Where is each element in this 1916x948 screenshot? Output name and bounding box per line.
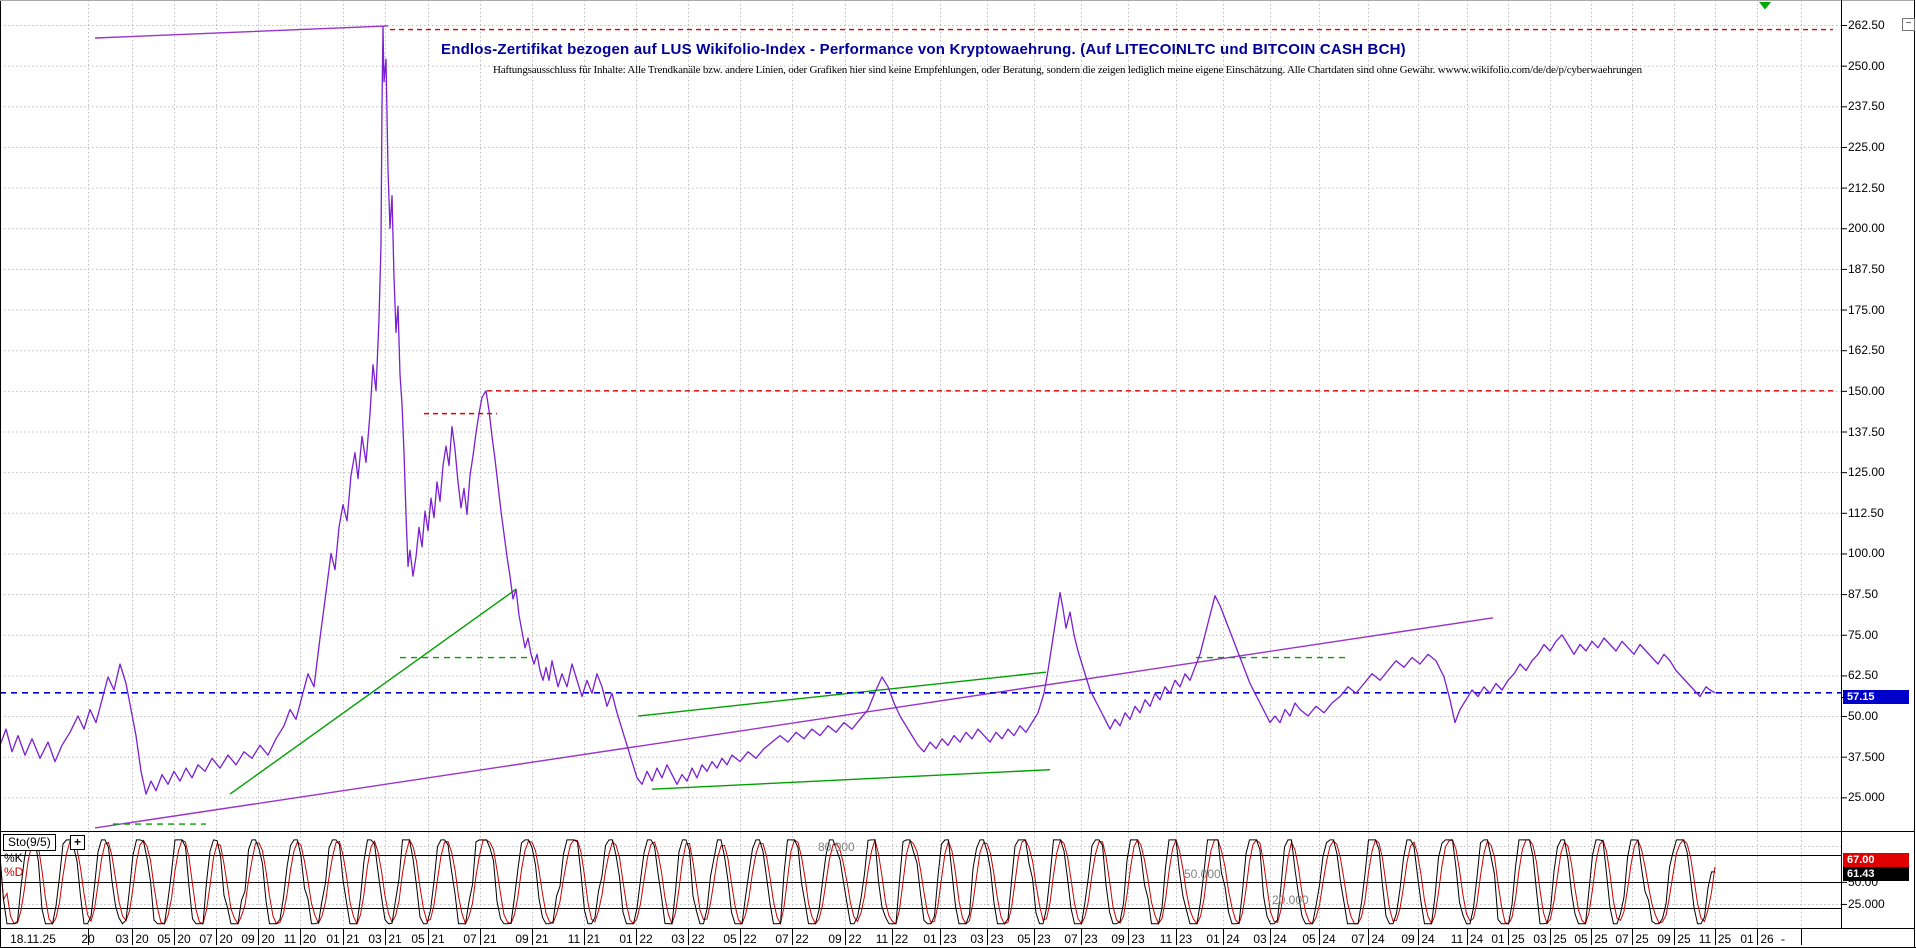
x-tick-label: 05 24 <box>1302 932 1336 946</box>
x-tick-label: 09 24 <box>1401 932 1435 946</box>
y-tick-label: 37.500 <box>1848 749 1885 764</box>
y-tick-label: 75.00 <box>1848 627 1879 642</box>
x-tick-label: 03 23 <box>970 932 1004 946</box>
sto-level-label: 80.000 <box>818 840 855 855</box>
y-tick-label: 262.50 <box>1848 18 1885 32</box>
x-tick-label: 07 25 <box>1615 932 1649 946</box>
x-tick-label: 09 21 <box>515 932 549 946</box>
y-tick-label: 137.50 <box>1848 424 1885 439</box>
sto-k-line <box>0 839 1716 925</box>
y-tick-label: 250.00 <box>1848 58 1885 73</box>
x-tick-label: 09 22 <box>828 932 862 946</box>
x-tick-label: 11 20 <box>283 932 317 946</box>
support-trendline-long <box>94 617 1494 829</box>
y-tick-label: 112.50 <box>1848 505 1884 520</box>
support-line-2020-2021 <box>229 588 517 795</box>
y-tick-label: 87.50 <box>1848 587 1879 602</box>
sto-level-label: 20.000 <box>1272 893 1309 908</box>
x-tick-label: - <box>1781 932 1785 946</box>
y-tick-label: 25.000 <box>1848 790 1885 805</box>
collapse-axis-button[interactable]: − <box>1902 18 1915 31</box>
x-tick-label: 01 23 <box>923 932 957 946</box>
y-tick-label: 50.00 <box>1848 709 1879 724</box>
sto-d-value-tag: 67.00 <box>1843 853 1909 867</box>
x-tick-label: 05 22 <box>723 932 757 946</box>
x-tick-label: 07 23 <box>1064 932 1098 946</box>
x-tick-label: 01 22 <box>619 932 653 946</box>
triangle-down-marker <box>1759 2 1771 10</box>
y-tick-label: 100.00 <box>1848 546 1885 561</box>
x-tick-label: 05 23 <box>1017 932 1051 946</box>
y-tick-label: 162.50 <box>1848 343 1885 358</box>
x-tick-label: 03 20 <box>115 932 149 946</box>
y-tick-label: 187.50 <box>1848 261 1885 276</box>
resistance-trendline-top <box>94 25 389 39</box>
k-line-label: %K <box>4 851 23 865</box>
x-tick-label: 11 23 <box>1159 932 1193 946</box>
sto-d-line <box>0 838 1716 926</box>
x-tick-label: 09 20 <box>241 932 275 946</box>
x-tick-label: 01 21 <box>326 932 360 946</box>
sto-k-value-tag: 61.43 <box>1843 867 1909 881</box>
sto-level-label: 50.000 <box>1184 866 1221 881</box>
sto-axis-label: 25.000 <box>1848 896 1885 911</box>
x-tick-label: 09 23 <box>1111 932 1145 946</box>
support-line-2022-2024-low <box>651 769 1051 790</box>
current-price-tag: 57.15 <box>1843 690 1909 704</box>
x-tick-label: 05 25 <box>1574 932 1608 946</box>
x-tick-label: 11 24 <box>1450 932 1484 946</box>
chart-disclaimer: Haftungsausschluss für Inhalte: Alle Tre… <box>493 64 1642 76</box>
x-tick-label: 01 24 <box>1206 932 1240 946</box>
x-tick-label: 07 24 <box>1351 932 1385 946</box>
x-tick-label: 03 22 <box>671 932 705 946</box>
indicator-expand-button[interactable]: + <box>70 835 85 850</box>
x-tick-label: 09 25 <box>1657 932 1691 946</box>
x-tick-label: 01 26 <box>1740 932 1774 946</box>
d-line-label: %D <box>4 865 24 879</box>
x-tick-label: 07 22 <box>775 932 809 946</box>
y-tick-label: 200.00 <box>1848 221 1885 236</box>
indicator-label[interactable]: Sto(9/5) <box>3 834 56 851</box>
x-tick-label: 11 25 <box>1698 932 1732 946</box>
y-tick-label: 237.50 <box>1848 99 1885 114</box>
y-tick-label: 62.50 <box>1848 668 1879 683</box>
trend-line-2022-2024-mid <box>637 671 1047 717</box>
y-tick-label: 150.00 <box>1848 383 1885 398</box>
y-tick-label: 125.00 <box>1848 465 1885 480</box>
x-tick-label: 01 25 <box>1491 932 1525 946</box>
x-tick-label: 05 20 <box>157 932 191 946</box>
x-tick-label: 05 21 <box>411 932 445 946</box>
x-tick-label: 11 22 <box>875 932 909 946</box>
price-series-line <box>0 25 1716 795</box>
y-tick-label: 212.50 <box>1848 180 1885 195</box>
chart-title: Endlos-Zertifikat bezogen auf LUS Wikifo… <box>441 41 1406 58</box>
x-tick-label: 07 21 <box>463 932 497 946</box>
x-tick-label: 07 20 <box>199 932 233 946</box>
x-tick-label: 03 24 <box>1253 932 1287 946</box>
x-tick-label: 03 25 <box>1533 932 1567 946</box>
x-tick-label: 03 21 <box>368 932 402 946</box>
y-tick-label: 175.00 <box>1848 302 1885 317</box>
x-tick-label: 18.11.25 <box>10 932 56 946</box>
x-tick-label: 20 <box>81 932 95 946</box>
y-tick-label: 225.00 <box>1848 139 1885 154</box>
x-tick-label: 11 21 <box>567 932 601 946</box>
